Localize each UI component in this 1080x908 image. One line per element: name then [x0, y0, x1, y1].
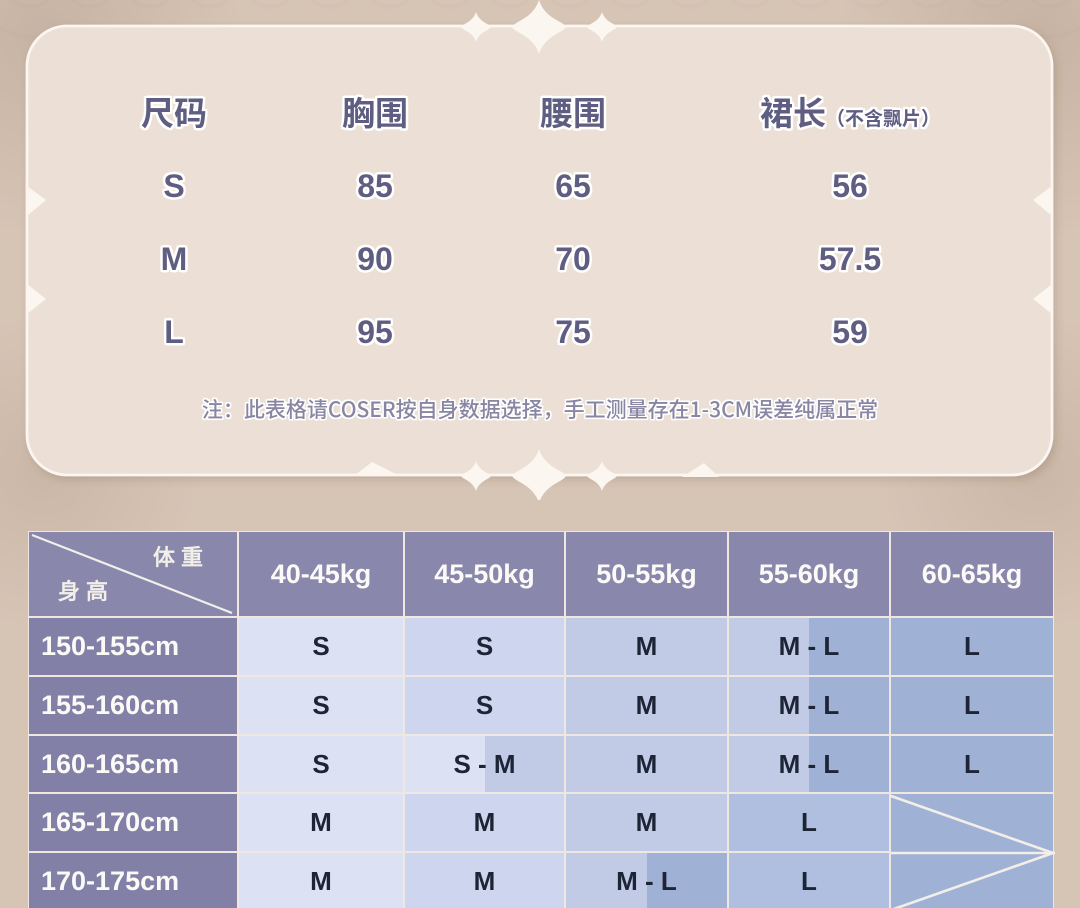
svg-text:身 高: 身 高	[58, 579, 108, 604]
svg-text:体 重: 体 重	[153, 545, 203, 570]
